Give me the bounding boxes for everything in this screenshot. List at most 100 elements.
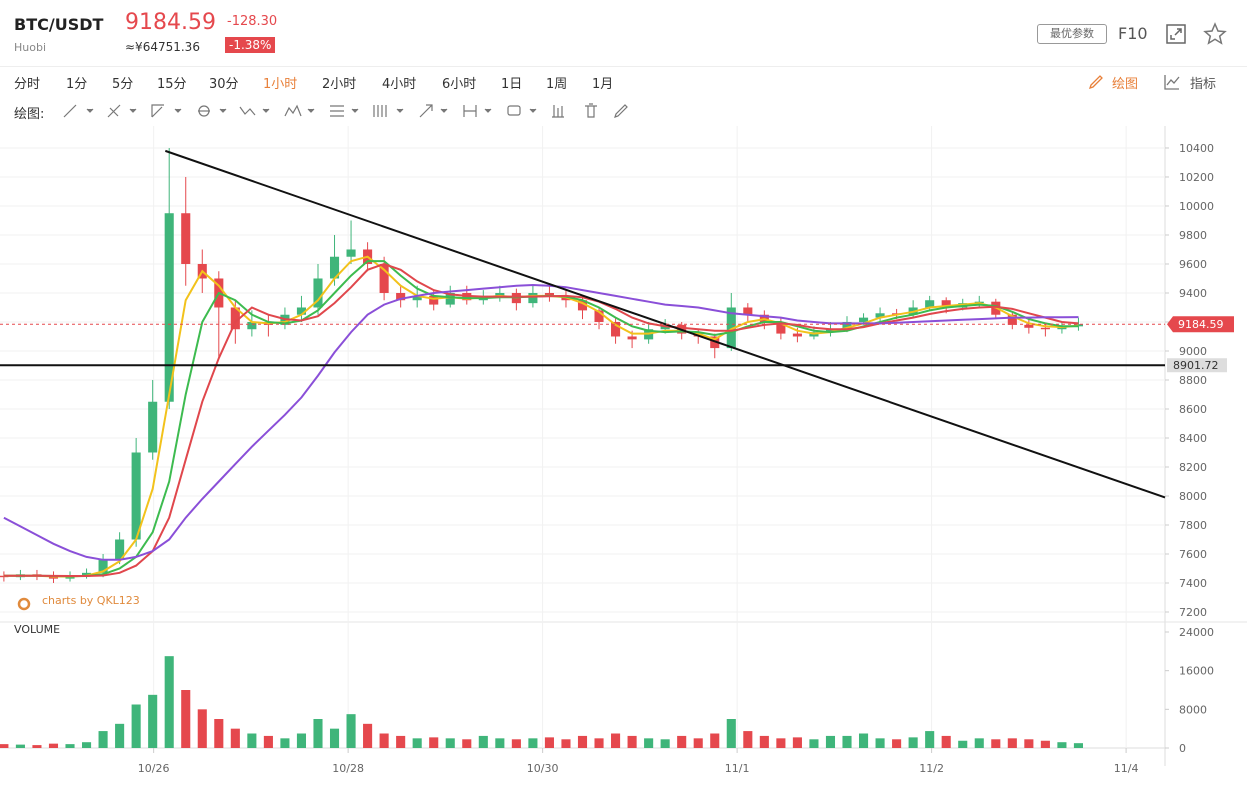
interval-button[interactable]: 分时 [14, 77, 41, 92]
header: BTC/USDT Huobi 9184.59 -128.30 ≈¥64751.3… [0, 0, 1247, 67]
volume-bar [759, 735, 769, 748]
y-tick-label: 8800 [1179, 374, 1207, 387]
interval-button[interactable]: 1分 [66, 77, 88, 92]
volume-bar [214, 719, 224, 748]
volume-bar [346, 714, 356, 748]
interval-button[interactable]: 30分 [209, 77, 239, 92]
volume-bar [825, 735, 836, 748]
interval-button[interactable]: 15分 [157, 77, 187, 92]
volume-bar [677, 735, 687, 748]
interval-button[interactable]: 2小时 [322, 77, 357, 92]
interval-button[interactable]: 5分 [112, 77, 134, 92]
volume-bar [875, 738, 885, 748]
volume-bar [0, 744, 9, 748]
x-tick-label: 11/4 [1114, 762, 1139, 775]
indicator-icon [1164, 75, 1180, 90]
volume-bar [197, 709, 207, 748]
support-label: 8901.72 [1173, 359, 1219, 372]
candle-body [429, 295, 439, 305]
volume-bar [98, 731, 108, 748]
drawing-toolbar: 绘图: [0, 96, 1247, 127]
candle-body [577, 300, 588, 311]
cny-price: ≈¥64751.36 [125, 40, 200, 54]
volume-bar [280, 738, 290, 748]
chart: charts by QKL123 VOLUME 10/26 10/28 10/30 1… [0, 126, 1247, 792]
candle-body [544, 292, 554, 296]
y-tick-label: 9800 [1179, 229, 1207, 242]
candle-body [131, 452, 141, 540]
candle-body [115, 539, 125, 560]
volume-bar [495, 738, 505, 748]
x-tick-label: 11/1 [725, 762, 750, 775]
candle-body [726, 307, 736, 349]
volume-bar [528, 738, 538, 748]
candle-body [611, 321, 621, 337]
params-button[interactable]: 最优参数 [1037, 24, 1107, 44]
volume-label: VOLUME [14, 623, 60, 636]
volume-bar [1024, 739, 1034, 748]
drawing-tools[interactable] [60, 100, 640, 122]
price: 9184.59 [125, 10, 216, 35]
volume-bar [892, 739, 902, 748]
volume-tick-label: 8000 [1179, 703, 1207, 716]
y-tick-label: 8400 [1179, 432, 1207, 445]
draw-button[interactable]: 绘图 [1112, 77, 1139, 92]
volume-bar [908, 737, 918, 748]
volume-bar [511, 739, 521, 748]
volume-bar [131, 704, 141, 748]
volume-bar [991, 739, 1001, 748]
candle-body [495, 292, 505, 296]
volume-bar [263, 735, 273, 748]
interval-button[interactable]: 1月 [592, 77, 614, 92]
y-tick-label: 8200 [1179, 461, 1207, 474]
candle-body [396, 292, 406, 301]
interval-button[interactable]: 1小时 [263, 77, 298, 92]
volume-bar [379, 733, 389, 748]
volume-bar [164, 656, 174, 748]
f10-button[interactable]: F10 [1118, 24, 1148, 43]
y-tick-label: 10400 [1179, 142, 1214, 155]
draw-icon [1088, 75, 1103, 90]
candle-body [875, 313, 885, 318]
indicators-button[interactable]: 指标 [1190, 77, 1217, 92]
exchange: Huobi [14, 41, 47, 54]
volume-bar [313, 719, 323, 748]
candle-body [743, 307, 753, 315]
volume-tick-label: 0 [1179, 742, 1186, 755]
star-icon[interactable] [1203, 22, 1227, 46]
x-tick-label: 10/26 [138, 762, 170, 775]
candle-body [776, 321, 786, 334]
volume-bar [627, 735, 637, 748]
interval-button[interactable]: 1周 [546, 77, 568, 92]
interval-button[interactable]: 1日 [501, 77, 523, 92]
volume-bar [594, 738, 604, 748]
volume-bar [710, 733, 720, 748]
volume-bar [644, 738, 654, 748]
volume-bar [230, 728, 240, 748]
last-price-tag [1167, 316, 1234, 333]
volume-bar [858, 733, 869, 748]
y-tick-label: 7200 [1179, 606, 1207, 619]
y-tick-label: 7400 [1179, 577, 1207, 590]
volume-tick-label: 16000 [1179, 665, 1214, 678]
volume-bar [329, 728, 340, 748]
candle-body [181, 213, 191, 264]
candle-body [925, 300, 935, 308]
last-price-label: 9184.59 [1178, 318, 1224, 331]
interval-toolbar: 分时 1分 5分 15分 30分 1小时 2小时 4小时 6小时 1日 1周 1月 绘图 指标 [0, 66, 1247, 96]
volume-bar [958, 740, 968, 748]
volume-bar [15, 744, 25, 748]
candle-body [164, 213, 174, 402]
fullscreen-icon[interactable] [1165, 23, 1187, 45]
volume-bar [363, 723, 373, 748]
volume-bar [65, 744, 75, 748]
interval-button[interactable]: 6小时 [442, 77, 477, 92]
ma-line [3, 262, 1079, 577]
volume-bar [429, 737, 439, 748]
volume-bar [181, 690, 191, 748]
volume-bar [544, 737, 554, 748]
candle-body [1024, 324, 1034, 328]
candle-body [941, 300, 951, 308]
interval-button[interactable]: 4小时 [382, 77, 417, 92]
